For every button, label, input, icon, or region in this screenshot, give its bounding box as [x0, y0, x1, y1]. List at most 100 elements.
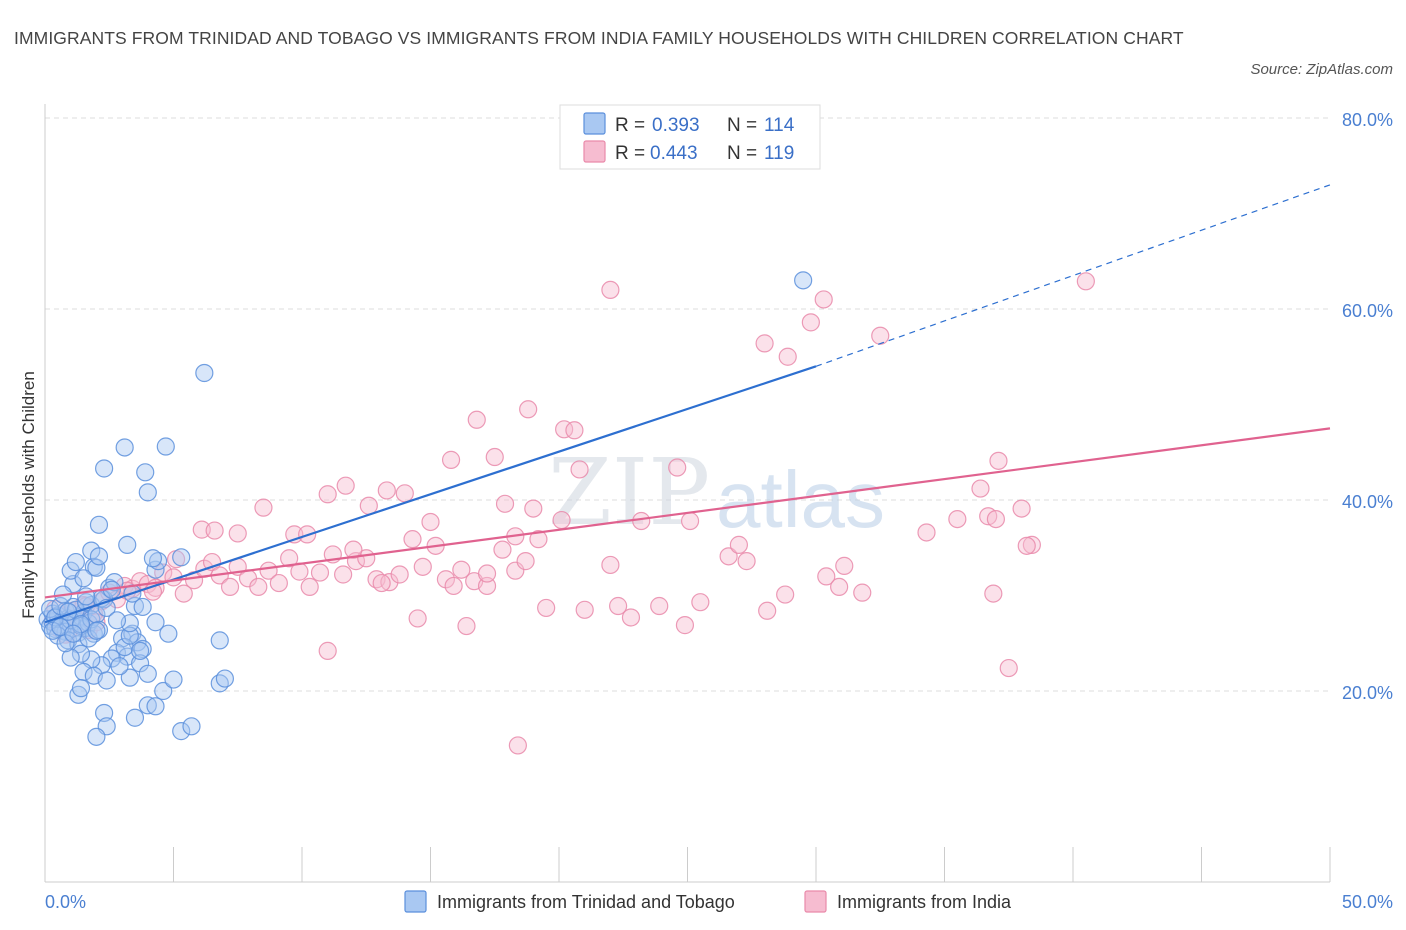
trinidad-point [138, 483, 157, 502]
trinidad-point [71, 679, 91, 698]
india-point [477, 564, 497, 583]
india-point [755, 334, 774, 353]
stats-legend-n-label: N = [727, 115, 757, 136]
legend-label-trinidad: Immigrants from Trinidad and Tobago [437, 892, 735, 912]
india-point [344, 540, 363, 559]
trinidad-point [89, 515, 109, 534]
india-trendline [44, 427, 1331, 599]
india-point [817, 567, 836, 586]
india-point [814, 290, 833, 309]
trinidad-point [172, 548, 191, 567]
india-point [650, 596, 669, 616]
gridlines [45, 117, 1330, 692]
stats-legend-swatch-blue [583, 112, 606, 135]
india-point [601, 280, 620, 299]
india-point [1012, 499, 1031, 518]
trinidad-point [138, 696, 157, 715]
trinidad-point [97, 671, 116, 690]
watermark-zip: ZIP [548, 439, 710, 546]
india-point [408, 609, 427, 628]
trinidad-point [115, 438, 134, 457]
trinidad-point [61, 648, 80, 667]
trinidad-point [107, 611, 127, 630]
india-point [830, 577, 849, 597]
trinidad-point [64, 624, 83, 643]
india-point [467, 410, 486, 429]
chart-title: IMMIGRANTS FROM TRINIDAD AND TOBAGO VS I… [14, 28, 1184, 48]
india-point [632, 511, 651, 531]
trinidad-point [74, 569, 93, 588]
trinidad-point [56, 634, 75, 653]
india-point [989, 451, 1008, 470]
india-point [310, 563, 330, 582]
x-tick-labels: 0.0% 50.0% [45, 892, 1393, 912]
india-point [390, 565, 409, 584]
india-point [452, 560, 471, 579]
india-point [835, 556, 854, 575]
india-point [778, 347, 797, 366]
india-point [228, 524, 247, 543]
india-point [192, 520, 211, 539]
india-point [269, 573, 288, 593]
trinidad-point [133, 639, 152, 659]
y-tick-label: 20.0% [1342, 683, 1393, 703]
trinidad-point [794, 271, 813, 290]
trinidad-point [120, 626, 139, 645]
india-point [380, 573, 399, 592]
india-point [609, 596, 628, 616]
trinidad-point [136, 463, 155, 482]
india-point [729, 535, 749, 554]
india-point [524, 499, 543, 518]
india-point [776, 585, 795, 604]
india-point [441, 450, 461, 469]
india-point [495, 494, 515, 513]
india-point [508, 736, 527, 755]
india-point [249, 577, 268, 597]
series-india-points [43, 272, 1095, 755]
y-tick-label: 60.0% [1342, 301, 1393, 321]
x-tick-label: 0.0% [45, 892, 86, 912]
stats-legend-r-label: R = [615, 115, 645, 136]
india-point [971, 479, 990, 498]
trinidad-point [95, 703, 114, 723]
trinidad-trendline-extension [815, 184, 1331, 367]
trinidad-point [133, 597, 152, 617]
stats-legend-n-value: 119 [764, 143, 794, 164]
trinidad-point [195, 363, 214, 383]
y-tick-label: 40.0% [1342, 492, 1393, 512]
india-point [1076, 272, 1095, 291]
trinidad-point [148, 552, 168, 571]
y-tick-labels: 20.0% 40.0% 60.0% 80.0% [1342, 110, 1393, 703]
india-point [334, 565, 353, 584]
india-point [421, 512, 440, 532]
trinidad-point [130, 641, 150, 660]
stats-legend-r-value: 0.393 [652, 115, 700, 136]
trinidad-point [159, 624, 178, 643]
india-point [737, 552, 756, 571]
india-point [395, 484, 414, 503]
legend-swatch-india [804, 890, 827, 913]
stats-legend-n-value: 114 [764, 115, 795, 136]
trinidad-point [138, 664, 157, 683]
india-point [457, 616, 476, 636]
watermark: ZIP atlas [548, 439, 885, 546]
trinidad-point [118, 535, 137, 554]
trendlines [44, 184, 1331, 624]
trinidad-point [156, 437, 175, 456]
trinidad-point [41, 599, 60, 618]
india-point [680, 511, 700, 531]
trinidad-point [146, 613, 165, 632]
india-point [552, 510, 571, 530]
trinidad-point [87, 558, 106, 577]
india-point [601, 555, 620, 575]
india-point [403, 530, 422, 549]
legend-label-india: Immigrants from India [837, 892, 1012, 912]
india-point [621, 608, 641, 627]
india-point [174, 584, 193, 603]
trinidad-point [154, 681, 173, 701]
x-tick-label: 50.0% [1342, 892, 1393, 912]
india-point [280, 549, 299, 568]
india-point [336, 476, 355, 495]
india-point [537, 598, 556, 618]
